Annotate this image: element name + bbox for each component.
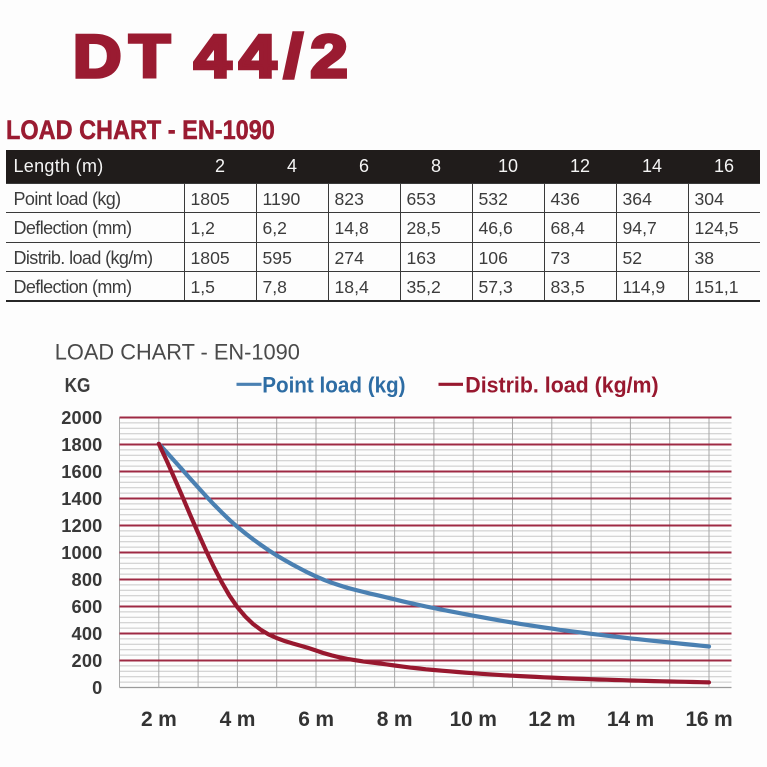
svg-text:0: 0 (92, 678, 102, 698)
svg-text:1600: 1600 (61, 462, 102, 482)
svg-text:600: 600 (72, 597, 103, 617)
svg-text:16 m: 16 m (685, 708, 732, 731)
svg-text:Point load (kg): Point load (kg) (262, 373, 405, 398)
svg-text:LOAD CHART - EN-1090: LOAD CHART - EN-1090 (55, 340, 300, 365)
svg-text:KG: KG (65, 375, 91, 398)
svg-text:800: 800 (72, 570, 103, 590)
svg-text:1800: 1800 (61, 435, 102, 455)
svg-text:Distrib. load (kg/m): Distrib. load (kg/m) (465, 372, 658, 397)
svg-text:14 m: 14 m (607, 708, 654, 731)
svg-text:4 m: 4 m (220, 708, 256, 731)
svg-text:2 m: 2 m (141, 708, 177, 731)
svg-text:1400: 1400 (61, 489, 102, 509)
svg-text:2000: 2000 (61, 408, 102, 428)
svg-text:400: 400 (72, 624, 103, 644)
svg-text:1000: 1000 (61, 543, 102, 563)
svg-text:200: 200 (72, 651, 103, 671)
svg-text:8 m: 8 m (377, 708, 413, 731)
svg-text:12 m: 12 m (528, 708, 575, 731)
svg-text:1200: 1200 (61, 516, 102, 536)
svg-text:10 m: 10 m (450, 708, 497, 731)
svg-text:6 m: 6 m (298, 708, 334, 731)
